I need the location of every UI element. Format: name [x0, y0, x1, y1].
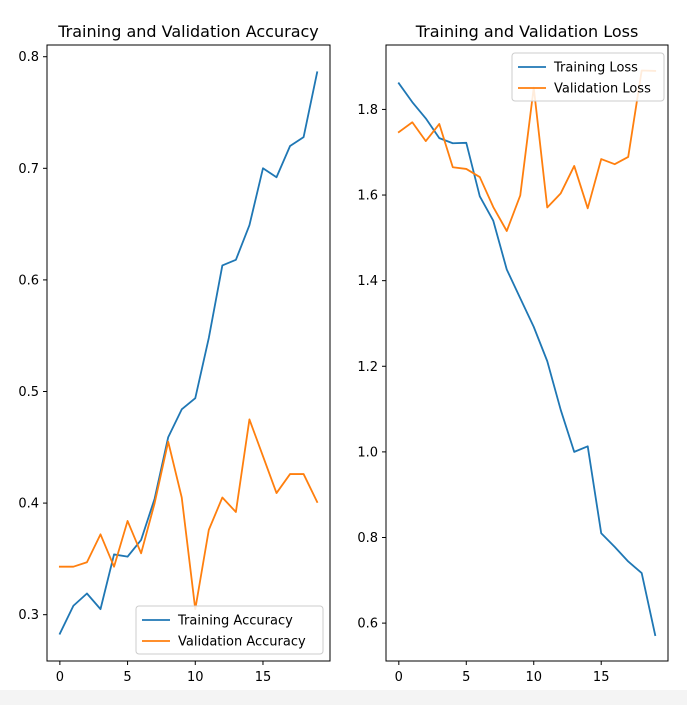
y-tick-label: 1.0 [357, 445, 378, 460]
y-tick-label: 0.8 [357, 531, 378, 546]
legend-label: Training Loss [553, 61, 638, 76]
x-tick-label: 5 [123, 670, 131, 685]
x-tick-label: 5 [462, 670, 470, 685]
legend-box [135, 605, 324, 655]
y-tick-label: 0.6 [18, 273, 39, 288]
subplot-1: Training and Validation Loss 0 5 10 15 0.6 0.8… [357, 22, 669, 685]
y-tick-label: 0.5 [18, 385, 39, 400]
x-tick-label: 15 [593, 670, 610, 685]
legend: Training Accuracy Validation Accuracy [135, 605, 324, 655]
y-tick-label: 1.2 [357, 360, 378, 375]
plot-frame [385, 44, 669, 662]
chart-title: Training and Validation Loss [415, 22, 639, 41]
legend-box [511, 52, 665, 102]
plot-frame [46, 44, 331, 662]
y-tick-label: 1.6 [357, 189, 378, 204]
y-tick-label: 0.3 [18, 608, 39, 623]
window-bottom-strip [0, 690, 687, 705]
x-tick-label: 15 [255, 670, 272, 685]
y-tick-label: 1.8 [357, 103, 378, 118]
y-tick-label: 0.4 [18, 497, 39, 512]
series-line-validation-loss [397, 69, 657, 232]
legend-label: Validation Accuracy [178, 635, 306, 650]
legend: Training Loss Validation Loss [511, 52, 665, 102]
series-line-validation-accuracy [58, 418, 319, 611]
series-line-training-loss [397, 82, 657, 637]
y-tick-label: 0.7 [18, 162, 39, 177]
subplot-0: Training and Validation Accuracy 0 5 10 15 0.… [18, 22, 331, 685]
legend-label: Training Accuracy [177, 614, 293, 629]
y-tick-label: 0.8 [18, 50, 39, 65]
x-tick-label: 10 [187, 670, 204, 685]
series-line-training-accuracy [58, 71, 319, 635]
x-tick-label: 0 [395, 670, 403, 685]
x-tick-label: 10 [525, 670, 542, 685]
chart-title: Training and Validation Accuracy [57, 22, 319, 41]
y-tick-label: 0.6 [357, 617, 378, 632]
x-tick-label: 0 [56, 670, 64, 685]
legend-label: Validation Loss [554, 82, 651, 97]
y-tick-label: 1.4 [357, 274, 378, 289]
